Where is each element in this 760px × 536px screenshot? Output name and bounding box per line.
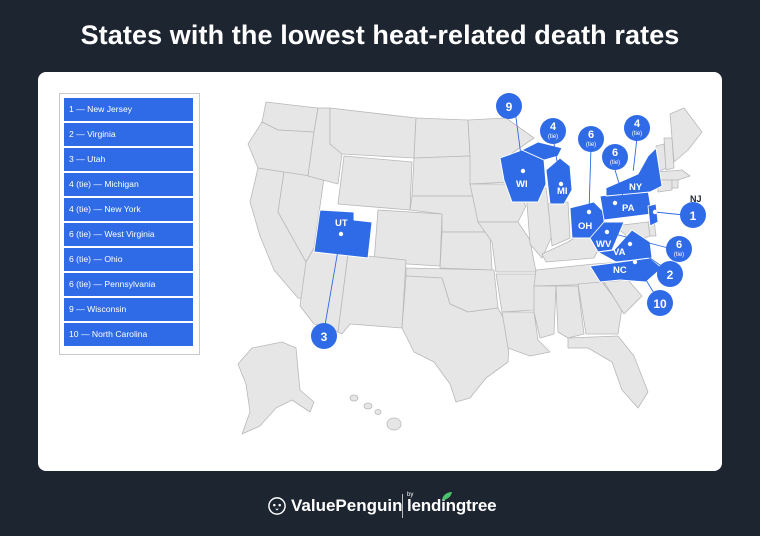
svg-text:4: 4 — [634, 118, 641, 130]
svg-text:(tie): (tie) — [632, 131, 642, 137]
leader-ut — [323, 232, 342, 332]
label-ny: NY — [629, 182, 643, 193]
svg-text:6: 6 — [676, 239, 682, 251]
state-new-jersey — [647, 203, 659, 227]
dot-nc — [632, 259, 638, 265]
dot-ut — [338, 231, 344, 237]
label-mi: MI — [557, 186, 568, 197]
label-oh: OH — [578, 221, 592, 232]
footer: ValuePenguin by lendingtree — [0, 492, 760, 520]
state-florida — [567, 335, 649, 409]
state-alabama — [555, 285, 585, 339]
svg-text:3: 3 — [321, 330, 328, 344]
state-wyoming — [337, 155, 413, 211]
svg-text:(tie): (tie) — [674, 252, 684, 258]
state-montana — [329, 107, 417, 159]
state-virginia — [597, 229, 653, 263]
legend-item-2: 2 — Virginia — [64, 123, 193, 146]
state-michigan — [545, 157, 573, 205]
state-mississippi — [533, 285, 557, 339]
label-nc: NC — [613, 265, 627, 276]
badge-oh: 6 (tie) — [578, 126, 604, 152]
state-south-carolina — [603, 279, 643, 315]
lendingtree-wordmark: lendingtree — [407, 496, 497, 515]
state-alaska — [237, 341, 315, 435]
badge-mi: 4 (tie) — [540, 118, 566, 144]
state-new-hampshire — [663, 137, 675, 171]
leader-wi — [514, 109, 524, 172]
label-wi: WI — [516, 179, 528, 190]
state-rhode-island — [671, 179, 679, 189]
dot-oh — [586, 209, 592, 215]
map-card: 1 — New Jersey 2 — Virginia 3 — Utah 4 (… — [38, 72, 722, 471]
dot-mi — [558, 181, 564, 187]
label-ut: UT — [335, 218, 348, 229]
legend-item-1: 1 — New Jersey — [64, 98, 193, 121]
dot-wv — [604, 229, 610, 235]
svg-text:6: 6 — [612, 147, 618, 159]
valuepenguin-wordmark: ValuePenguin — [291, 496, 403, 515]
legend-item-3: 3 — Utah — [64, 148, 193, 171]
state-new-mexico — [337, 253, 407, 335]
badge-ny: 4 (tie) — [624, 115, 650, 141]
leader-ny — [632, 137, 638, 174]
badge-va: 2 — [657, 261, 683, 287]
badge-pa: 6 (tie) — [602, 144, 628, 170]
state-south-dakota — [411, 155, 475, 197]
label-pa: PA — [622, 203, 635, 214]
leader-pa — [614, 169, 626, 204]
svg-text:1: 1 — [690, 209, 697, 223]
badge-nc: 10 — [647, 290, 673, 316]
badge-wv: 6 (tie) — [666, 236, 692, 262]
svg-text:(tie): (tie) — [610, 160, 620, 166]
legend-item-6: 6 (tie) — West Virginia — [64, 223, 193, 246]
leader-oh — [588, 145, 592, 213]
label-va: VA — [613, 247, 626, 258]
svg-text:6: 6 — [588, 129, 594, 141]
us-map: UT WI MI OH PA NY WV VA NC NJ 9 4 (tie) — [237, 93, 706, 435]
state-north-dakota — [413, 117, 471, 159]
badge-ut: 3 — [311, 323, 337, 349]
state-georgia — [577, 281, 623, 335]
svg-text:(tie): (tie) — [586, 142, 596, 148]
legend-item-4: 4 (tie) — Michigan — [64, 173, 193, 196]
state-indiana — [547, 201, 571, 247]
by-label: by — [407, 492, 414, 498]
state-michigan-up — [521, 141, 563, 161]
svg-text:2: 2 — [667, 268, 674, 282]
dot-ny — [630, 170, 636, 176]
leader-wv — [606, 231, 673, 250]
state-kansas — [439, 231, 493, 271]
state-hawaii — [349, 394, 402, 431]
legend-item-10: 10 — North Carolina — [64, 323, 193, 346]
dot-va — [627, 241, 633, 247]
dot-wi — [520, 168, 526, 174]
dot-nj — [652, 209, 658, 215]
footer-divider — [402, 494, 403, 518]
legend-item-9: 9 — Wisconsin — [64, 298, 193, 321]
svg-text:4: 4 — [550, 121, 557, 133]
penguin-logo-icon — [268, 497, 286, 515]
state-west-virginia — [589, 221, 625, 253]
svg-text:10: 10 — [653, 297, 667, 311]
svg-text:9: 9 — [506, 100, 513, 114]
legend-item-5: 4 (tie) — New York — [64, 198, 193, 221]
page-title: States with the lowest heat-related deat… — [80, 20, 680, 50]
ranking-legend: 1 — New Jersey 2 — Virginia 3 — Utah 4 (… — [59, 93, 200, 355]
leader-nj — [654, 211, 685, 216]
legend-item-8: 6 (tie) — Pennsylvania — [64, 273, 193, 296]
legend-item-7: 6 (tie) — Ohio — [64, 248, 193, 271]
label-wv: WV — [596, 239, 612, 250]
svg-text:(tie): (tie) — [548, 134, 558, 140]
badge-wi: 9 — [496, 93, 522, 119]
state-maine — [669, 107, 703, 163]
leaf-icon — [442, 492, 452, 500]
state-new-york — [605, 147, 663, 197]
state-arkansas — [495, 273, 537, 313]
badge-nj: 1 — [680, 202, 706, 228]
state-texas — [401, 275, 511, 403]
dot-pa — [612, 200, 618, 206]
leader-mi — [552, 137, 562, 185]
label-nj: NJ — [690, 194, 702, 204]
